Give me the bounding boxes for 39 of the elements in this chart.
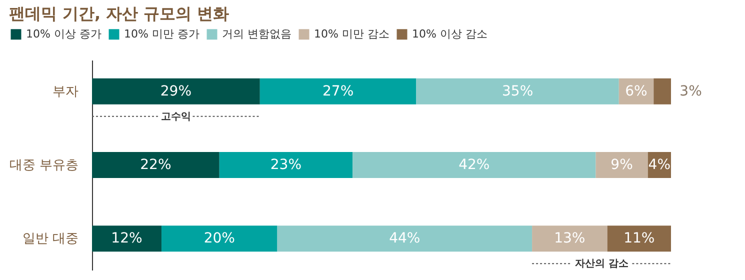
chart-title: 팬데믹 기간, 자산 규모의 변화 [8, 4, 230, 23]
data-label: 6% [625, 83, 648, 100]
bar [219, 152, 353, 178]
bar [92, 152, 220, 178]
data-label: 27% [322, 83, 354, 100]
bar [92, 78, 260, 104]
bar [260, 78, 416, 104]
legend-label: 10% 미만 감소 [314, 27, 390, 40]
annotation: 자산의 감소 [574, 258, 628, 270]
data-label: 9% [610, 157, 633, 173]
data-label: 4% [648, 157, 671, 173]
bar [161, 226, 278, 252]
bar [352, 152, 596, 178]
data-label: 44% [389, 230, 420, 247]
y-tick-label: 일반 대중 [22, 232, 78, 247]
bar [654, 78, 671, 104]
bar [277, 226, 532, 252]
data-label: 35% [502, 83, 534, 100]
data-label: 20% [204, 230, 235, 247]
bar [416, 78, 619, 104]
data-label: 23% [270, 157, 302, 173]
data-label: 29% [160, 83, 192, 100]
bar [596, 152, 648, 178]
legend-label: 10% 이상 감소 [412, 27, 488, 40]
bar [607, 226, 671, 252]
legend-label: 10% 이상 증가 [26, 27, 102, 40]
bar [92, 226, 162, 252]
data-label: 22% [140, 157, 172, 173]
legend-label: 10% 미만 증가 [124, 27, 200, 40]
data-label: 42% [458, 157, 490, 173]
annotation: 고수익 [160, 111, 191, 122]
data-label: 13% [554, 230, 586, 247]
data-label: 12% [111, 230, 142, 247]
bar [532, 226, 608, 252]
legend-label: 거의 변함없음 [222, 27, 292, 40]
data-label: 3% [680, 83, 702, 100]
data-label: 11% [624, 230, 655, 247]
y-tick-label: 대중 부유층 [9, 158, 78, 173]
y-tick-label: 부자 [52, 84, 78, 100]
